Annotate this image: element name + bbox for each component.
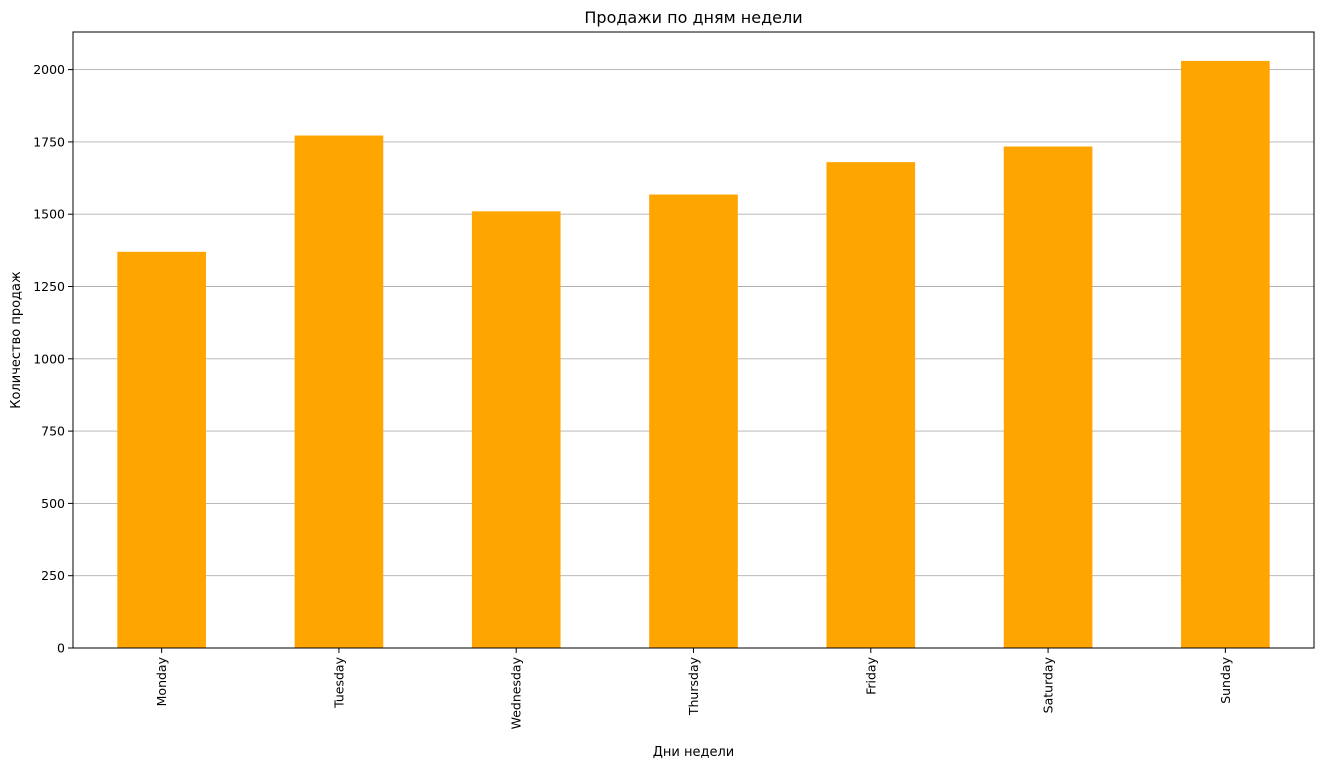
y-tick-label: 750: [41, 424, 65, 439]
bar-thursday: [649, 194, 738, 649]
x-tick-label: Monday: [154, 656, 169, 706]
y-tick-label: 2000: [33, 62, 65, 77]
x-tick-label: Tuesday: [331, 656, 346, 708]
x-tick-label: Saturday: [1041, 656, 1056, 713]
y-axis: 0 250 500 750 1000 1250 1500 1750 2000: [33, 62, 73, 656]
y-tick-label: 0: [57, 641, 65, 656]
y-tick-label: 500: [41, 496, 65, 511]
y-tick-label: 1500: [33, 207, 65, 222]
bars-layer: [117, 60, 1270, 649]
x-tick-label: Thursday: [686, 656, 701, 716]
bar-friday: [826, 162, 916, 648]
y-tick-label: 1750: [33, 134, 65, 149]
x-tick-label: Sunday: [1218, 656, 1233, 703]
x-axis: Monday Tuesday Wednesday Thursday Friday Satu…: [154, 648, 1233, 729]
bar-tuesday: [294, 135, 384, 648]
x-tick-label: Friday: [863, 656, 878, 694]
bar-wednesday: [471, 211, 561, 648]
chart-title: Продажи по дням недели: [584, 8, 802, 27]
x-axis-label: Дни недели: [653, 745, 734, 760]
y-axis-label: Количество продаж: [9, 271, 24, 409]
y-tick-label: 1250: [33, 279, 65, 294]
x-tick-label: Wednesday: [509, 656, 524, 729]
bar-monday: [117, 251, 206, 648]
bar-saturday: [1003, 146, 1093, 649]
y-tick-label: 250: [41, 568, 65, 583]
bar-sunday: [1181, 60, 1270, 649]
y-tick-label: 1000: [33, 351, 65, 366]
